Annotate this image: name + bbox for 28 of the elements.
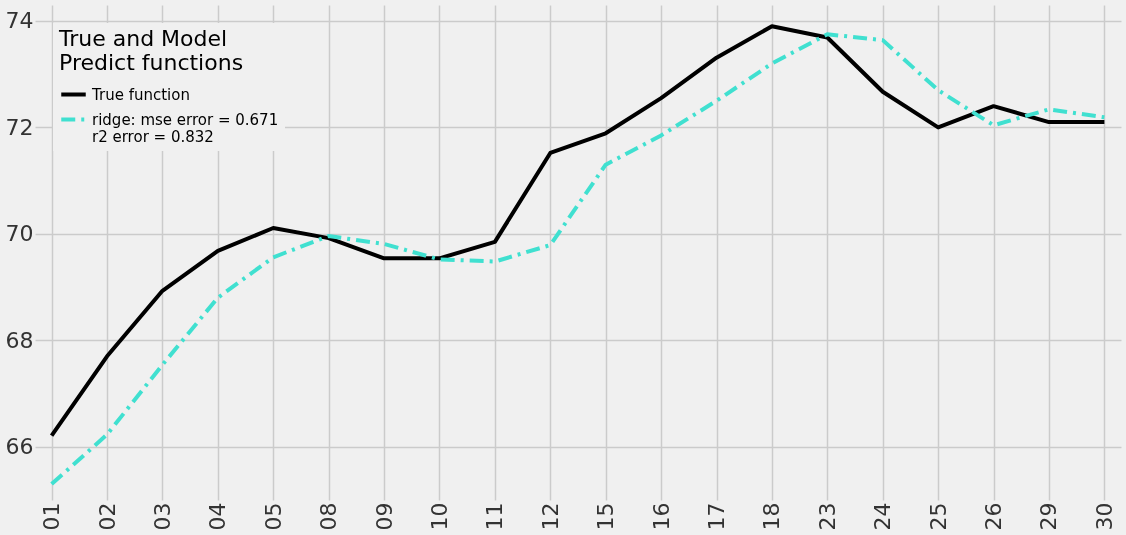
x-tick-label: 01	[39, 502, 65, 531]
x-tick-label: 05	[260, 502, 286, 531]
x-tick-label: 29	[1036, 502, 1062, 531]
x-tick-label: 04	[205, 502, 231, 531]
x-tick-label: 15	[593, 502, 619, 531]
legend-title: True and Model Predict functions	[58, 26, 244, 75]
x-tick-label: 16	[648, 502, 674, 531]
y-tick-label: 66	[5, 434, 34, 460]
legend-label: ridge: mse error = 0.671 r2 error = 0.832	[92, 110, 279, 146]
y-tick-label: 72	[5, 114, 34, 140]
x-tick-label: 23	[814, 502, 840, 531]
x-tick-label: 17	[704, 502, 730, 531]
x-tick-label: 24	[870, 502, 896, 531]
x-tick-label: 30	[1091, 502, 1117, 531]
legend-label: True function	[91, 85, 190, 104]
x-tick-label: 11	[482, 502, 508, 531]
x-tick-label: 12	[537, 502, 563, 531]
x-tick-label: 26	[981, 502, 1007, 531]
x-tick-label: 03	[149, 502, 175, 531]
y-tick-label: 68	[5, 327, 34, 353]
y-tick-label: 70	[5, 221, 34, 247]
x-tick-label: 25	[925, 502, 951, 531]
x-tick-label: 08	[316, 502, 342, 531]
x-tick-label: 10	[426, 502, 452, 531]
x-tick-label: 18	[759, 502, 785, 531]
x-tick-label: 02	[94, 502, 120, 531]
y-tick-label: 74	[5, 8, 34, 34]
x-tick-label: 09	[371, 502, 397, 531]
